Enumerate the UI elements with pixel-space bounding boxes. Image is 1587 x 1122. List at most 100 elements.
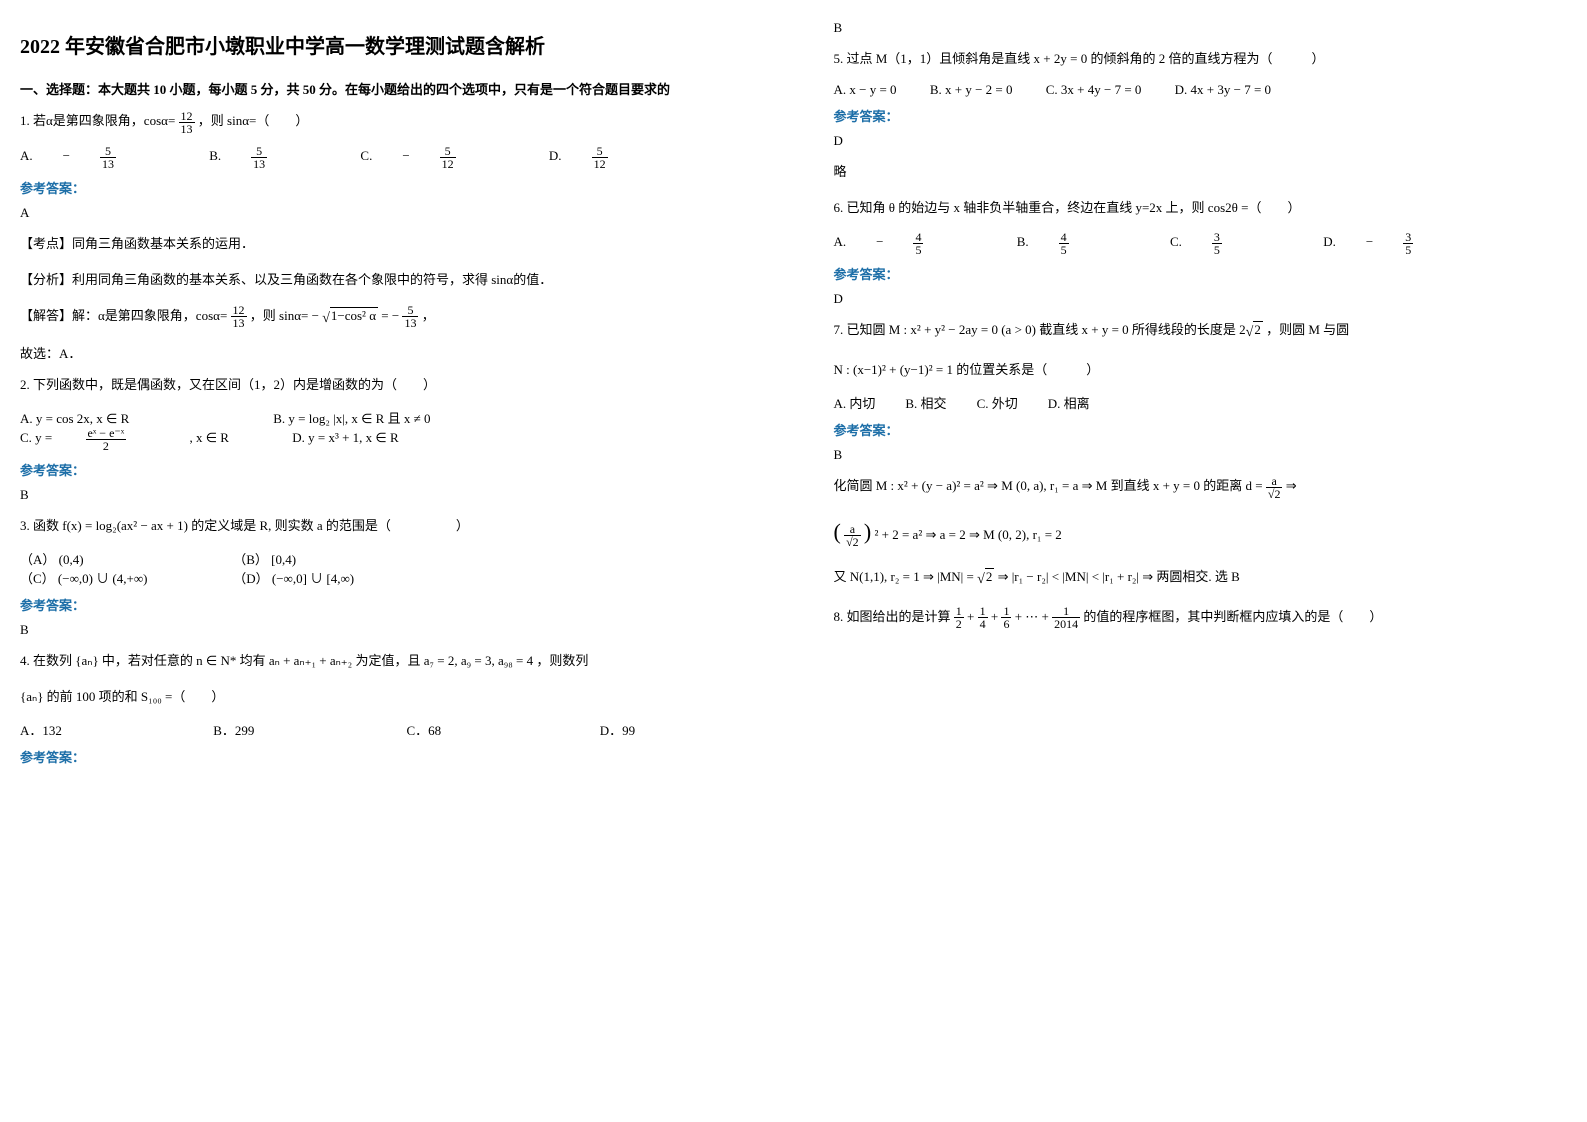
q7-options: A. 内切B. 相交C. 外切D. 相离	[834, 393, 1587, 412]
q1-answer: A	[20, 205, 794, 221]
q1-optB: 513	[251, 145, 297, 170]
q5-options: A. x − y = 0 B. x + y − 2 = 0 C. 3x + 4y…	[834, 82, 1587, 98]
answer-label: 参考答案：	[20, 747, 794, 766]
answer-label: 参考答案：	[20, 178, 794, 197]
q1-sol-final: 故选：A．	[20, 343, 794, 362]
q7-sol2-lpar: (	[834, 519, 841, 544]
q6-optB-label: B.	[1017, 234, 1029, 250]
q4-optD: D．99	[600, 720, 635, 739]
q1-optD-label: D.	[549, 148, 562, 164]
q6-optD: 35	[1403, 231, 1443, 256]
q1-optD: 512	[592, 145, 638, 170]
q5-optD: D. 4x + 3y − 7 = 0	[1175, 82, 1271, 98]
q1-sol-frac0: 1213	[231, 304, 247, 329]
q1-sol-eq: = −	[381, 308, 399, 323]
q7-optB: B. 相交	[905, 393, 946, 412]
q6-optD-label: D.	[1323, 234, 1336, 250]
q2-options-row1: A. y = cos 2x, x ∈ R B. y = log₂ |x|, x …	[20, 408, 794, 427]
q6-optC-label: C.	[1170, 234, 1182, 250]
q4-optA: A．132	[20, 720, 180, 739]
q7-sol3-sqrt: 2	[985, 568, 995, 584]
q4-options: A．132 B．299 C．68 D．99	[20, 720, 794, 739]
q1-sol-end: ，	[422, 308, 435, 323]
q3-options-row1: （A） (0,4) （B） [0,4)	[20, 549, 794, 568]
q1-stem-post: ，则 sinα=（ ）	[198, 113, 309, 128]
q6-optA-label: A.	[834, 234, 847, 250]
sqrt-icon: √	[977, 572, 985, 587]
q3-optC: （C） (−∞,0) ∪ (4,+∞)	[20, 568, 200, 587]
q5-optB: B. x + y − 2 = 0	[930, 82, 1013, 98]
q6-optA-neg: −	[876, 234, 883, 250]
q6-optD-neg: −	[1366, 234, 1373, 250]
answer-label: 参考答案：	[834, 420, 1587, 439]
question-1: 1. 若α是第四象限角，cosα= 1213 ，则 sinα=（ ）	[20, 108, 794, 135]
q4-stem: 4. 在数列 {aₙ} 中，若对任意的 n ∈ N* 均有 aₙ + aₙ₊₁ …	[20, 648, 794, 674]
q6-stem: 6. 已知角 θ 的始边与 x 轴非负半轴重合，终边在直线 y=2x 上，则 c…	[834, 195, 1587, 221]
q1-frac0: 1213	[179, 110, 195, 135]
q7-optC: C. 外切	[977, 393, 1018, 412]
q3-answer: B	[20, 622, 794, 638]
q7-sol3: 又 N(1,1), r₂ = 1 ⇒ |MN| = √2 ⇒ |r₁ − r₂|…	[834, 564, 1587, 594]
sqrt-icon: √	[322, 311, 330, 326]
q6-optC: 35	[1212, 231, 1252, 256]
q7-sol3-pre: 又 N(1,1), r₂ = 1 ⇒ |MN| =	[834, 569, 978, 584]
answer-label: 参考答案：	[20, 595, 794, 614]
q7-sol1-pre: 化简圆 M : x² + (y − a)² = a² ⇒ M (0, a), r…	[834, 478, 1266, 493]
q1-note2: 【分析】利用同角三角函数的基本关系、以及三角函数在各个象限中的符号，求得 sin…	[20, 267, 794, 293]
q7-sol1-frac: a√2	[1266, 475, 1283, 500]
q1-stem-pre: 1. 若α是第四象限角，cosα=	[20, 113, 175, 128]
answer-label: 参考答案：	[834, 264, 1587, 283]
q8-stem: 8. 如图给出的是计算 12 + 14 + 16 + ⋯ + 12014 的值的…	[834, 604, 1587, 631]
q7-stem-pre: 7. 已知圆 M : x² + y² − 2ay = 0 (a > 0) 截直线…	[834, 322, 1246, 337]
q7-sol2-frac: a√2	[844, 523, 861, 548]
q1-optB-label: B.	[209, 148, 221, 164]
q7-sol1-post: ⇒	[1286, 478, 1297, 493]
answer-label: 参考答案：	[834, 106, 1587, 125]
q1-optC-label: C.	[360, 148, 372, 164]
q1-optA-neg: −	[63, 148, 70, 164]
q2-optC-frac: eˣ − e⁻ˣ2	[86, 427, 157, 452]
q2-optA: A. y = cos 2x, x ∈ R	[20, 411, 240, 427]
answer-label: 参考答案：	[20, 460, 794, 479]
q6-optA: 45	[913, 231, 953, 256]
q1-note1: 【考点】同角三角函数基本关系的运用．	[20, 231, 794, 257]
q2-answer: B	[20, 487, 794, 503]
q5-optA: A. x − y = 0	[834, 82, 897, 98]
q1-optA-label: A.	[20, 148, 33, 164]
q1-sol-sqrt: 1−cos² α	[330, 307, 378, 323]
q7-stem2: N : (x−1)² + (y−1)² = 1 的位置关系是（ ）	[834, 357, 1587, 383]
q6-answer: D	[834, 291, 1587, 307]
page-title: 2022 年安徽省合肥市小墩职业中学高一数学理测试题含解析	[20, 30, 794, 59]
q8-stem-pre: 8. 如图给出的是计算	[834, 609, 954, 624]
q3-optB: （B） [0,4)	[233, 549, 296, 568]
q7-stem-post: ，则圆 M 与圆	[1263, 322, 1349, 337]
q2-optB: B. y = log₂ |x|, x ∈ R 且 x ≠ 0	[273, 408, 430, 427]
q8-plus2: +	[991, 609, 1002, 624]
q4-optB: B．299	[213, 720, 373, 739]
q3-options-row2: （C） (−∞,0) ∪ (4,+∞) （D） (−∞,0] ∪ [4,∞)	[20, 568, 794, 587]
q7-sol2-rpar: )	[864, 519, 871, 544]
q7-sol2: ( a√2 ) ² + 2 = a² ⇒ a = 2 ⇒ M (0, 2), r…	[834, 510, 1587, 554]
q2-optD: D. y = x³ + 1, x ∈ R	[292, 430, 398, 446]
q3-optD: （D） (−∞,0] ∪ [4,∞)	[233, 568, 354, 587]
q8-t4: 12014	[1052, 605, 1080, 630]
q7-stem-sqrt: 2	[1253, 321, 1263, 337]
q1-solution: 【解答】解：α是第四象限角，cosα= 1213 ，则 sinα= − √1−c…	[20, 303, 794, 333]
q2-optC-post: , x ∈ R	[189, 430, 229, 446]
q7-sol3-post: ⇒ |r₁ − r₂| < |MN| < |r₁ + r₂| ⇒ 两圆相交. 选…	[994, 569, 1240, 584]
q4-answer: B	[834, 20, 1587, 36]
q1-optA: 513	[100, 145, 146, 170]
q2-optC-pre: C. y =	[20, 430, 52, 446]
section-heading: 一、选择题：本大题共 10 小题，每小题 5 分，共 50 分。在每小题给出的四…	[20, 79, 794, 98]
q7-sol1: 化简圆 M : x² + (y − a)² = a² ⇒ M (0, a), r…	[834, 473, 1587, 500]
q2-stem: 2. 下列函数中，既是偶函数，又在区间（1，2）内是增函数的为（ ）	[20, 372, 794, 398]
q1-sol-mid: ，则 sinα= −	[250, 308, 319, 323]
q8-plus1: +	[967, 609, 978, 624]
q8-stem-post: 的值的程序框图，其中判断框内应填入的是（ ）	[1083, 609, 1382, 624]
q7-sol2-post: ² + 2 = a² ⇒ a = 2 ⇒ M (0, 2), r₁ = 2	[875, 527, 1062, 542]
q5-note: 略	[834, 159, 1587, 185]
q1-sol-frac: 513	[402, 304, 418, 329]
q6-optB: 45	[1059, 231, 1099, 256]
q3-optA: （A） (0,4)	[20, 549, 200, 568]
q5-stem: 5. 过点 M（1，1）且倾斜角是直线 x + 2y = 0 的倾斜角的 2 倍…	[834, 46, 1587, 72]
